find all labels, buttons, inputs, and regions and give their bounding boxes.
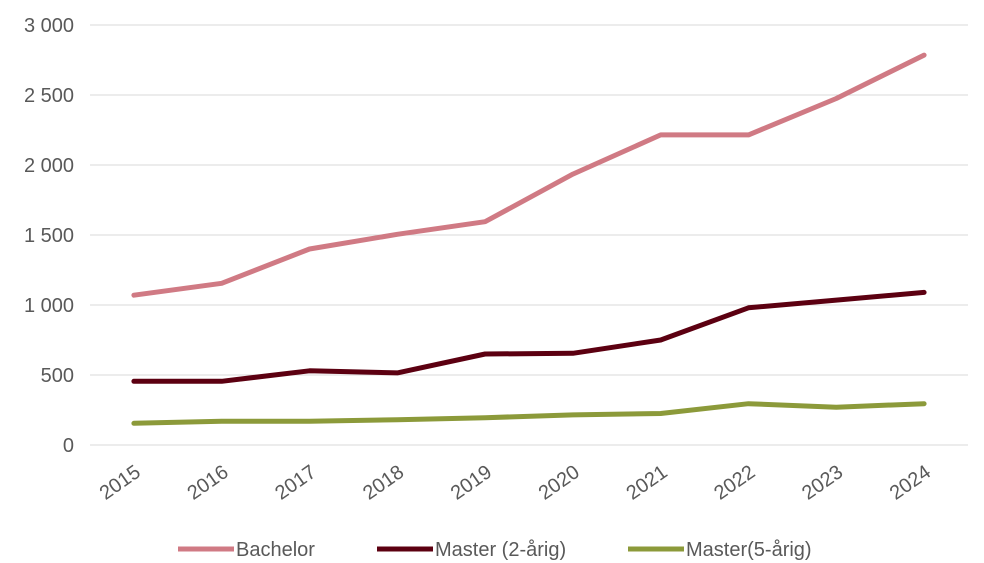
- legend-item: Bachelor: [178, 539, 315, 561]
- x-tick-label: 2017: [271, 461, 320, 505]
- y-axis-ticks: 0 500 1 000 1 500 2 000 2 500 3 000: [24, 15, 74, 457]
- x-tick-label: 2016: [183, 461, 232, 505]
- y-tick-label: 1 000: [24, 295, 74, 317]
- x-tick-label: 2020: [535, 461, 584, 505]
- y-tick-label: 2 000: [24, 155, 74, 177]
- x-tick-label: 2021: [622, 461, 671, 505]
- x-tick-label: 2015: [96, 461, 145, 505]
- y-tick-label: 1 500: [24, 225, 74, 247]
- series-line-2: [131, 289, 927, 384]
- x-tick-label: 2022: [710, 461, 759, 505]
- y-tick-label: 2 500: [24, 85, 74, 107]
- y-tick-label: 3 000: [24, 15, 74, 37]
- legend-label: Bachelor: [236, 539, 315, 561]
- y-tick-label: 0: [63, 435, 74, 457]
- legend: Bachelor Master (2-årig) Master(5-årig): [178, 539, 812, 561]
- x-tick-label: 2019: [447, 461, 496, 505]
- legend-item: Master(5-årig): [628, 539, 812, 561]
- x-axis-ticks: 2015 2016 2017 2018 2019 2020 2021 2022 2023 2024: [96, 461, 935, 505]
- gridlines: [90, 24, 968, 446]
- series-lines: [131, 52, 927, 426]
- y-tick-label: 500: [41, 365, 74, 387]
- legend-label: Master (2-årig): [435, 539, 566, 561]
- legend-label: Master(5-årig): [686, 539, 812, 561]
- series-line-1: [131, 52, 927, 298]
- x-tick-label: 2023: [798, 461, 847, 505]
- legend-item: Master (2-årig): [377, 539, 566, 561]
- series-line-3: [131, 401, 927, 426]
- x-tick-label: 2024: [886, 461, 935, 505]
- x-tick-label: 2018: [359, 461, 408, 505]
